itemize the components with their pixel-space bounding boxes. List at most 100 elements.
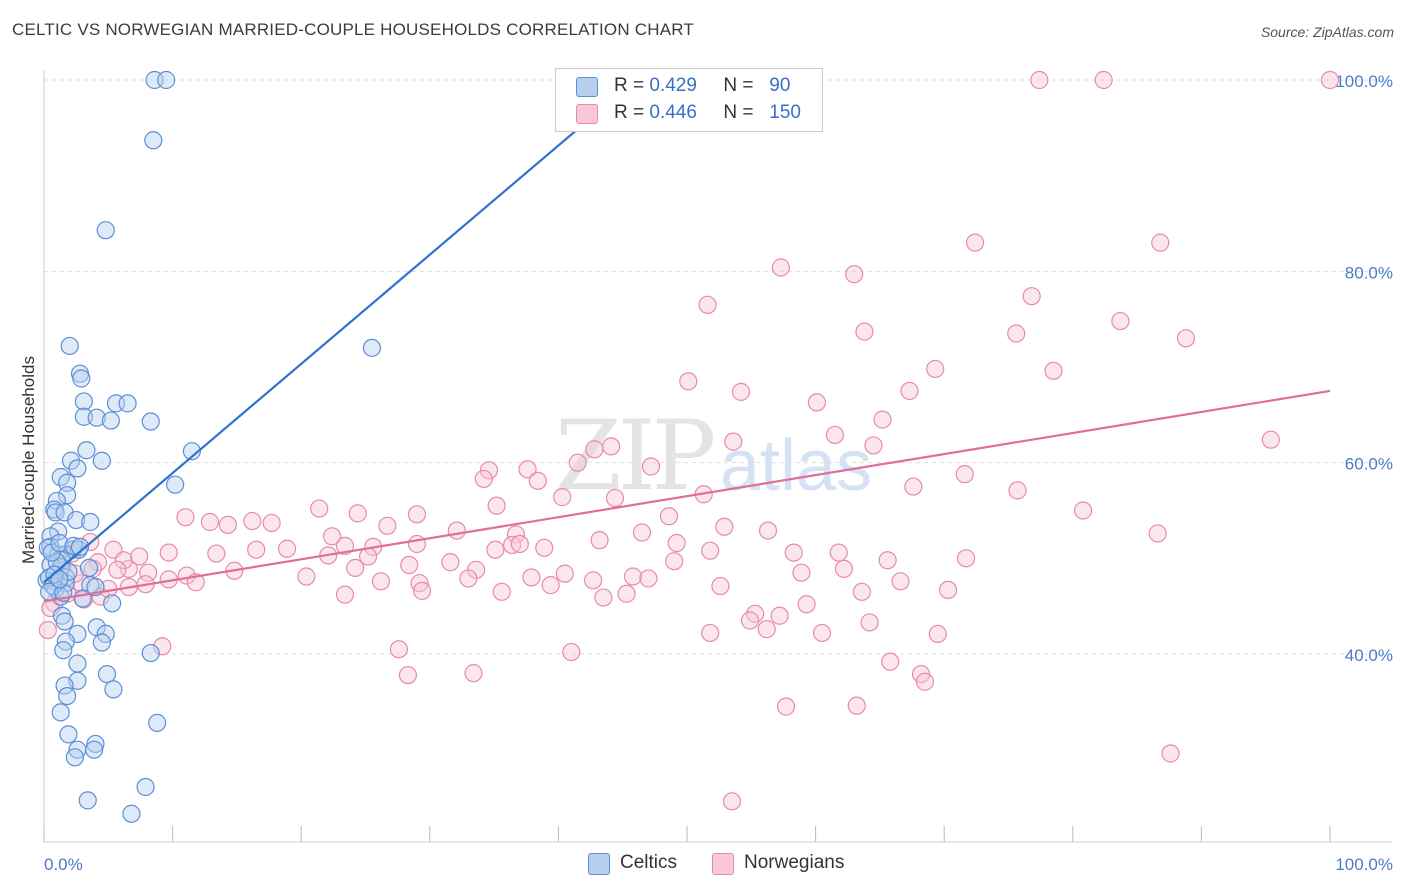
- norwegian-point: [1148, 524, 1167, 543]
- norwegian-point: [757, 620, 776, 639]
- norwegian-point: [346, 558, 365, 578]
- norwegian-point: [807, 393, 826, 412]
- norwegian-point: [555, 564, 574, 583]
- norwegian-point: [159, 543, 178, 562]
- norwegian-point: [715, 517, 734, 536]
- norwegian-point: [928, 624, 947, 644]
- celtic-trend-line: [43, 79, 637, 584]
- norwegian-point: [891, 572, 910, 591]
- norwegian-point: [701, 623, 720, 643]
- y-tick-label: 40.0%: [1345, 646, 1393, 665]
- celtic-point: [42, 543, 61, 562]
- norwegian-point: [398, 665, 418, 685]
- norwegian-point: [1008, 481, 1027, 500]
- celtics-swatch: [588, 853, 610, 875]
- celtic-point: [74, 392, 93, 411]
- norwegian-point: [1030, 70, 1049, 90]
- norwegian-point: [407, 505, 427, 524]
- norwegian-point: [915, 672, 935, 691]
- celtic-point: [141, 412, 160, 431]
- norwegian-point: [701, 541, 720, 560]
- watermark-zip: ZIP: [555, 400, 716, 512]
- norwegian-point: [771, 258, 790, 277]
- celtic-point: [70, 537, 90, 556]
- norwegian-point: [617, 584, 636, 603]
- celtic-point: [77, 441, 96, 460]
- norwegian-point: [371, 572, 391, 591]
- norwegian-point: [510, 534, 529, 554]
- n-label: N =: [723, 102, 754, 123]
- celtic-point: [148, 713, 167, 732]
- norwegian-point: [878, 551, 897, 570]
- celtic-point: [68, 459, 87, 478]
- celtic-point: [85, 740, 104, 759]
- norwegian-point: [881, 652, 900, 671]
- celtic-point: [166, 475, 185, 494]
- norwegian-point: [441, 553, 460, 572]
- norwegian-point: [348, 504, 367, 523]
- norwegian-point: [1151, 233, 1170, 252]
- norwegian-point: [38, 620, 57, 640]
- legend-stats: R = 0.429 N = 90 R = 0.446 N = 150: [555, 68, 823, 132]
- norwegian-point: [322, 527, 342, 546]
- celtic-point: [141, 643, 160, 663]
- norwegian-point: [389, 640, 409, 659]
- tick-labels: 40.0% 60.0% 80.0% 100.0% 0.0% 100.0%: [44, 72, 1393, 874]
- celtic-point: [144, 131, 163, 150]
- norwegian-point: [1111, 311, 1130, 331]
- norwegian-point: [297, 567, 316, 586]
- axes: [43, 70, 1392, 843]
- norwegian-point: [1320, 70, 1340, 90]
- celtic-point: [97, 664, 117, 684]
- legend-label-celtics: Celtics: [620, 852, 678, 873]
- norwegian-point: [108, 560, 127, 579]
- norwegian-point: [568, 453, 587, 472]
- norwegian-point: [464, 664, 483, 683]
- norwegian-point: [900, 381, 919, 401]
- celtic-point: [50, 570, 69, 589]
- norwegian-point: [247, 540, 266, 559]
- celtic-point: [54, 641, 73, 660]
- norwegian-point: [698, 295, 717, 314]
- norwegian-point: [758, 521, 778, 540]
- celtic-point: [67, 510, 86, 530]
- norwegian-point: [864, 436, 883, 455]
- celtic-point: [118, 394, 137, 413]
- norwegian-point: [1176, 329, 1196, 348]
- norwegian-point: [262, 513, 281, 533]
- celtic-point: [362, 338, 382, 357]
- norwegian-point: [585, 440, 604, 459]
- norwegian-point: [667, 533, 686, 553]
- norwegian-point: [605, 488, 625, 508]
- celtic-point: [55, 676, 74, 695]
- x-tick-label: 100.0%: [1335, 855, 1393, 874]
- r-label: R =: [614, 102, 645, 123]
- celtic-point: [78, 791, 97, 810]
- norwegian-point: [711, 576, 730, 596]
- norwegians-swatch: [576, 104, 598, 124]
- norwegian-point: [724, 432, 743, 451]
- norwegian-point: [965, 233, 985, 252]
- norwegian-point: [594, 588, 613, 607]
- norwegian-point: [584, 571, 603, 590]
- norwegian-point: [207, 544, 226, 563]
- celtic-point: [68, 654, 87, 673]
- norwegian-point: [130, 547, 149, 566]
- celtic-point: [79, 558, 99, 578]
- norwegian-point: [447, 521, 466, 540]
- norwegian-point: [825, 425, 844, 445]
- norwegians-n-value: 150: [769, 102, 801, 123]
- y-tick-label: 60.0%: [1345, 455, 1393, 474]
- celtic-point: [96, 624, 115, 644]
- norwegian-point: [535, 538, 554, 557]
- norwegian-point: [518, 460, 537, 479]
- norwegian-point: [310, 499, 329, 518]
- norwegian-point: [218, 515, 237, 534]
- r-label: R =: [614, 75, 645, 96]
- celtic-point: [182, 442, 201, 461]
- celtic-point: [157, 70, 176, 90]
- chart-title: CELTIC VS NORWEGIAN MARRIED-COUPLE HOUSE…: [12, 20, 694, 39]
- y-axis-label: Married-couple Households: [19, 356, 38, 564]
- norwegian-point: [641, 457, 661, 476]
